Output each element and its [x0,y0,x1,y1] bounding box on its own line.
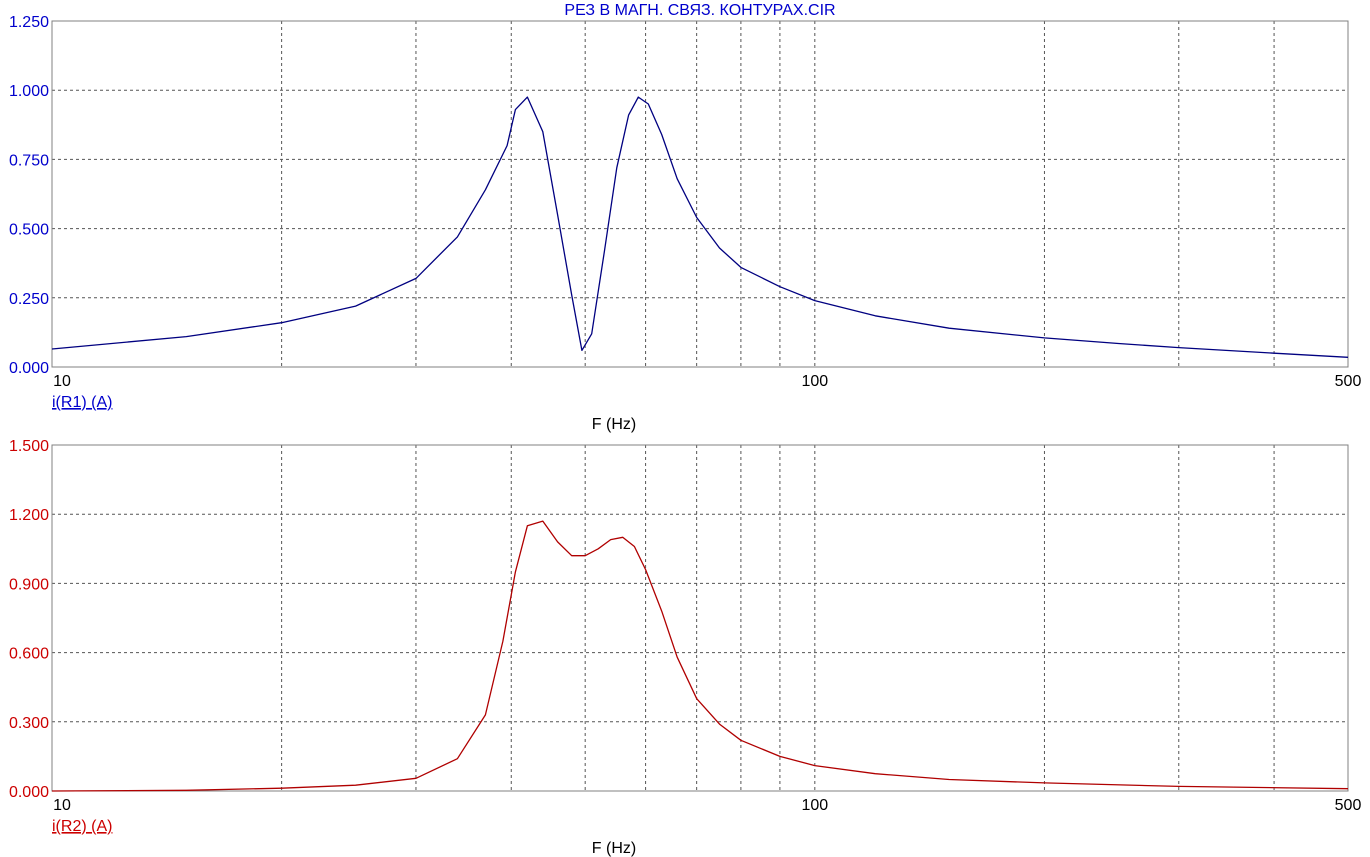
y-tick-label: 0.300 [9,715,49,732]
x-tick-label: 500 [1335,797,1362,814]
y-axis-label: i(R2) (A) [52,818,112,835]
chart-title: РЕЗ В МАГН. СВЯЗ. КОНТУРАХ.CIR [564,2,835,19]
x-axis-label: F (Hz) [592,416,636,433]
y-tick-label: 0.600 [9,646,49,663]
y-tick-label: 0.250 [9,291,49,308]
x-tick-label: 100 [801,797,828,814]
y-tick-label: 0.900 [9,576,49,593]
y-tick-label: 0.000 [9,784,49,801]
x-tick-label: 500 [1335,373,1362,390]
y-tick-label: 1.250 [9,14,49,31]
y-tick-label: 0.750 [9,152,49,169]
x-tick-label: 10 [53,373,71,390]
chart-panel-1: 0.000 0.250 0.500 0.750 1.000 1.250 10 100 500 i(… [9,14,1361,433]
y-tick-label: 1.200 [9,507,49,524]
chart-panel-2: 0.000 0.300 0.600 0.900 1.200 1.500 10 100 500 i(… [9,438,1361,857]
y-axis-label: i(R1) (A) [52,394,112,411]
series-line [51,96,1349,358]
plot-frame [51,444,1349,792]
y-tick-label: 0.000 [9,360,49,377]
y-tick-label: 1.000 [9,83,49,100]
plot-frame [51,20,1349,368]
x-tick-label: 100 [801,373,828,390]
x-axis-label: F (Hz) [592,840,636,857]
x-tick-label: 10 [53,797,71,814]
y-tick-label: 1.500 [9,438,49,455]
series-line [51,520,1349,792]
y-tick-label: 0.500 [9,222,49,239]
